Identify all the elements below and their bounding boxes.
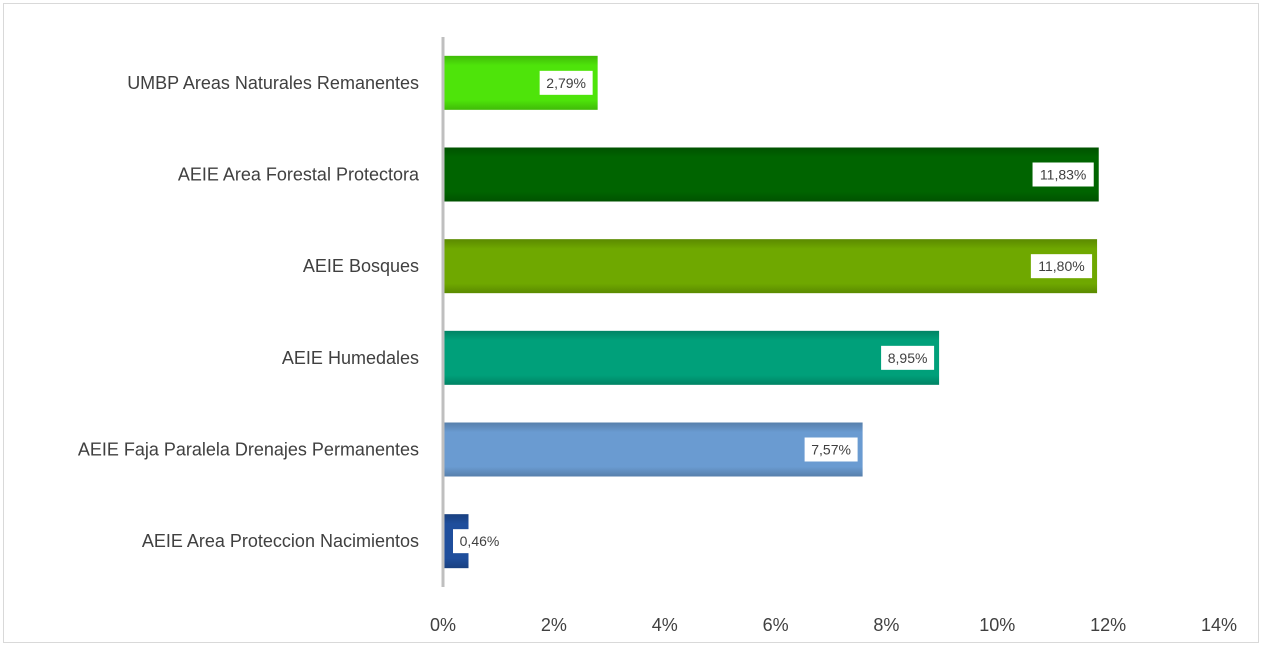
data-label-box-2 bbox=[1030, 254, 1093, 279]
x-tick-label-4: 8% bbox=[873, 615, 899, 635]
data-label-4: 7,57% bbox=[811, 442, 851, 458]
data-label-0: 2,79% bbox=[546, 75, 586, 91]
category-label-2: AEIE Bosques bbox=[303, 256, 419, 276]
bar-4 bbox=[443, 422, 863, 477]
x-tick-label-7: 14% bbox=[1201, 615, 1237, 635]
data-label-3: 8,95% bbox=[888, 350, 928, 366]
data-label-box-3 bbox=[881, 345, 935, 370]
x-tick-label-1: 2% bbox=[541, 615, 567, 635]
bars-layer: 2,79% 11,83% 11,80% 8,95% 7,57% 0,46% bbox=[443, 55, 1099, 569]
data-label-1: 11,83% bbox=[1040, 167, 1086, 183]
x-tick-label-3: 6% bbox=[763, 615, 789, 635]
data-label-box-0 bbox=[539, 70, 593, 95]
bar-chart: 2,79% 11,83% 11,80% 8,95% 7,57% 0,46% UMBP Ar… bbox=[78, 37, 1237, 635]
category-label-3: AEIE Humedales bbox=[282, 348, 419, 368]
data-label-box-4 bbox=[804, 437, 858, 462]
category-label-5: AEIE Area Proteccion Nacimientos bbox=[142, 531, 419, 551]
x-tick-label-5: 10% bbox=[979, 615, 1015, 635]
bar-1 bbox=[443, 147, 1099, 202]
data-label-5: 0,46% bbox=[460, 533, 500, 549]
bar-3 bbox=[443, 330, 940, 385]
x-tick-label-0: 0% bbox=[430, 615, 456, 635]
category-label-0: UMBP Areas Naturales Remanentes bbox=[127, 73, 419, 93]
data-label-2: 11,80% bbox=[1038, 258, 1084, 274]
data-label-box-5 bbox=[453, 529, 506, 554]
bar-2 bbox=[443, 239, 1098, 294]
category-labels: UMBP Areas Naturales Remanentes AEIE Area… bbox=[78, 73, 420, 551]
chart-frame: 2,79% 11,83% 11,80% 8,95% 7,57% 0,46% UMBP Ar… bbox=[3, 3, 1259, 643]
data-label-box-1 bbox=[1032, 162, 1094, 187]
category-label-1: AEIE Area Forestal Protectora bbox=[178, 165, 420, 185]
category-label-4: AEIE Faja Paralela Drenajes Permanentes bbox=[78, 440, 419, 460]
x-axis-ticks: 0% 2% 4% 6% 8% 10% 12% 14% bbox=[430, 615, 1237, 635]
x-tick-label-6: 12% bbox=[1090, 615, 1126, 635]
x-tick-label-2: 4% bbox=[652, 615, 678, 635]
